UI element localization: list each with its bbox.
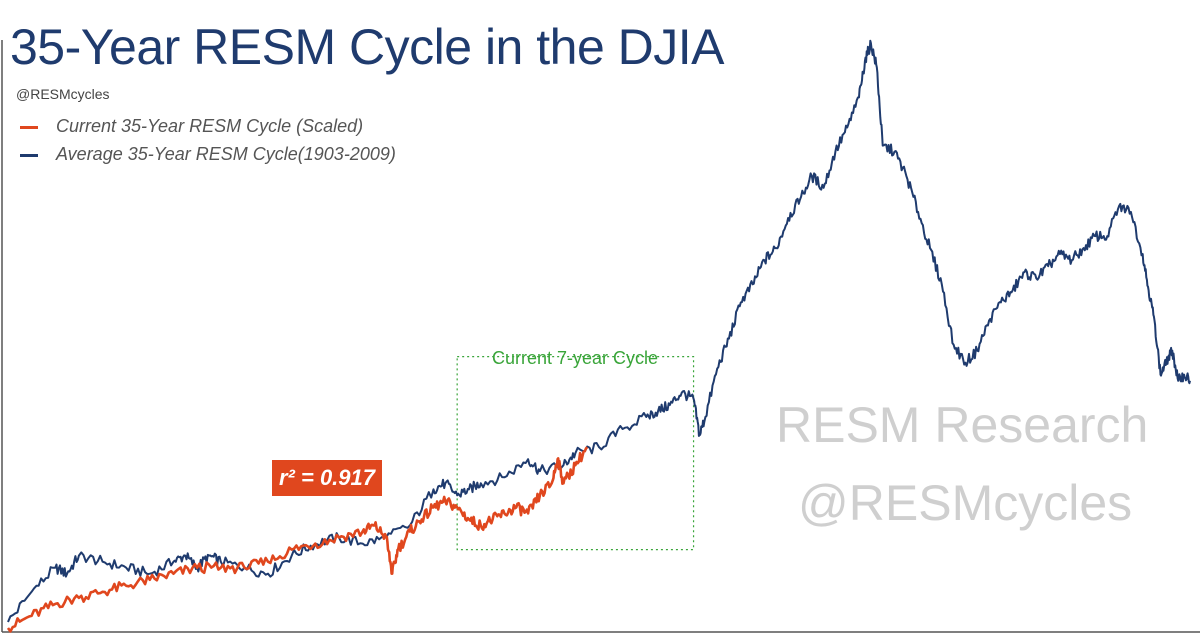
legend-swatch-current xyxy=(20,125,38,129)
series-line-average xyxy=(7,39,1191,623)
chart-axes xyxy=(1,40,1200,633)
chart-title: 35-Year RESM Cycle in the DJIA xyxy=(10,19,725,75)
watermark-line1: RESM Research xyxy=(776,397,1149,453)
watermark-line2: @RESMcycles xyxy=(798,475,1133,531)
series-line-current xyxy=(6,446,589,633)
highlight-label: Current 7-year Cycle xyxy=(492,348,659,368)
r-squared-badge: r² = 0.917 xyxy=(272,460,382,496)
legend-label-current: Current 35-Year RESM Cycle (Scaled) xyxy=(56,116,364,136)
author-handle: @RESMcycles xyxy=(16,86,110,102)
series-layer xyxy=(6,39,1191,633)
legend-label-average: Average 35-Year RESM Cycle(1903-2009) xyxy=(56,144,396,164)
legend-swatch-average xyxy=(20,153,38,157)
legend-item-average: Average 35-Year RESM Cycle(1903-2009) xyxy=(20,144,396,165)
legend-item-current: Current 35-Year RESM Cycle (Scaled) xyxy=(20,116,363,137)
